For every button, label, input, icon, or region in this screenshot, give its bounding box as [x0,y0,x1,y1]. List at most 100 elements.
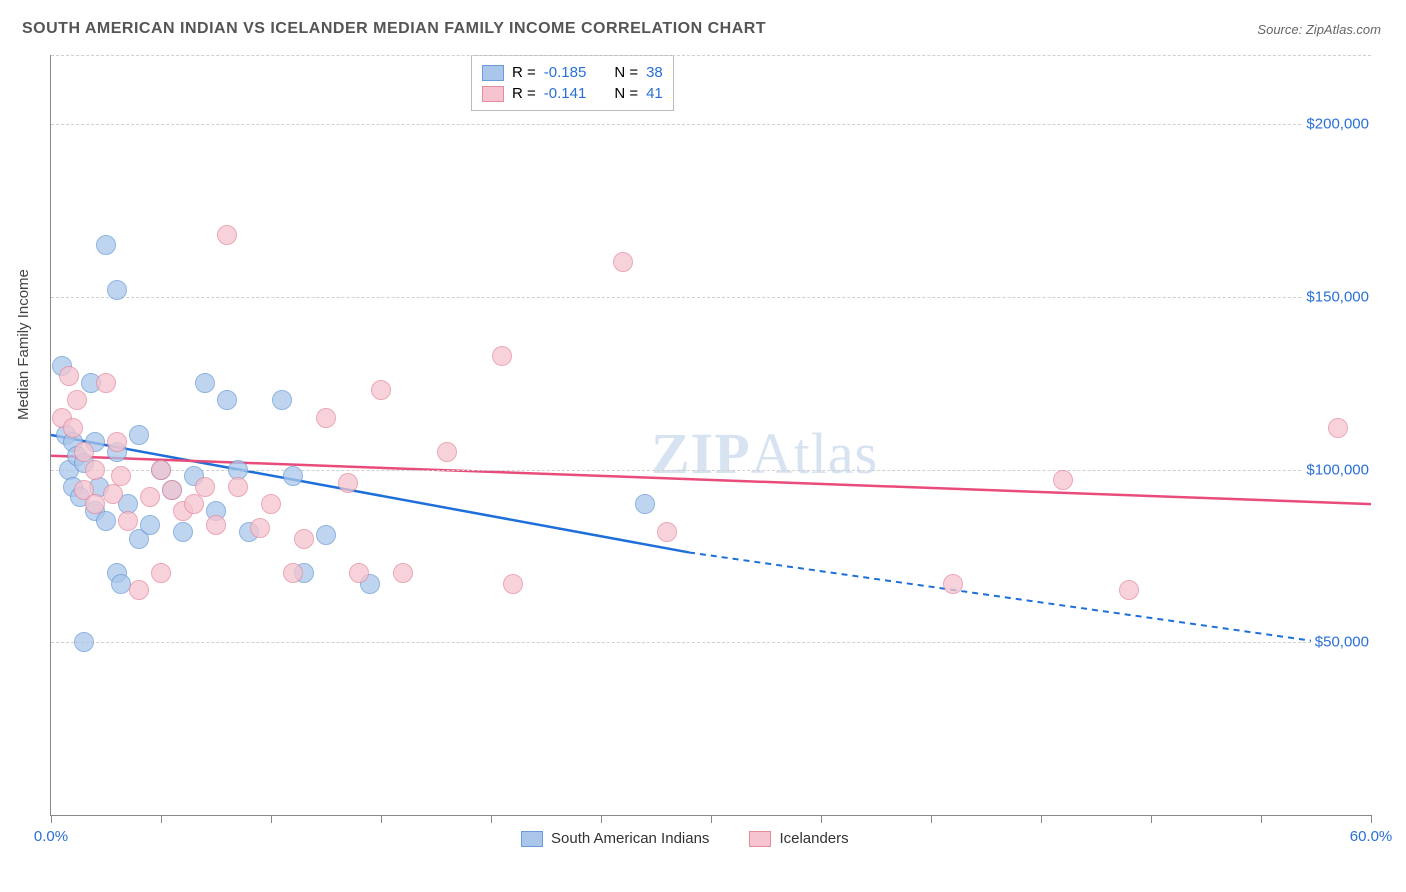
stat-row-series2: R = -0.141 N = 41 [482,83,663,104]
data-point [67,390,87,410]
data-point [657,522,677,542]
source-value: ZipAtlas.com [1306,22,1381,37]
data-point [151,563,171,583]
data-point [437,442,457,462]
data-point [613,252,633,272]
x-tick [51,815,52,823]
x-tick [381,815,382,823]
x-tick [271,815,272,823]
x-tick [711,815,712,823]
data-point [140,487,160,507]
x-tick [1261,815,1262,823]
stat-r-value-1: -0.185 [544,64,587,81]
y-tick-label: $150,000 [1302,288,1373,305]
data-point [371,380,391,400]
data-point [85,460,105,480]
data-point [129,580,149,600]
data-point [59,366,79,386]
x-tick [491,815,492,823]
data-point [1328,418,1348,438]
data-point [103,484,123,504]
y-tick-label: $50,000 [1311,634,1373,651]
correlation-stat-box: R = -0.185 N = 38 R = -0.141 N = 41 [471,55,674,111]
data-point [107,432,127,452]
stat-n-label: N = [614,85,638,102]
data-point [118,511,138,531]
chart-title: SOUTH AMERICAN INDIAN VS ICELANDER MEDIA… [22,20,766,38]
source-attribution: Source: ZipAtlas.com [1257,22,1381,37]
watermark: ZIPAtlas [651,420,878,487]
chart-container: SOUTH AMERICAN INDIAN VS ICELANDER MEDIA… [0,0,1406,892]
data-point [316,525,336,545]
legend: South American Indians Icelanders [521,830,849,847]
stat-n-value-2: 41 [646,85,663,102]
data-point [217,390,237,410]
legend-item-series2: Icelanders [749,830,848,847]
data-point [206,515,226,535]
x-tick [1151,815,1152,823]
data-point [63,418,83,438]
stat-n-label: N = [614,64,638,81]
data-point [151,460,171,480]
gridline [51,642,1371,643]
data-point [107,280,127,300]
legend-label-series1: South American Indians [551,830,709,847]
data-point [283,466,303,486]
data-point [96,511,116,531]
watermark-light: Atlas [751,421,878,486]
data-point [1119,580,1139,600]
x-axis-min-label: 0.0% [34,828,68,845]
plot-area: ZIPAtlas R = -0.185 N = 38 R = -0.141 N … [50,55,1371,816]
data-point [129,425,149,445]
x-tick [601,815,602,823]
data-point [195,477,215,497]
gridline [51,124,1371,125]
data-point [173,522,193,542]
x-axis-max-label: 60.0% [1350,828,1393,845]
data-point [943,574,963,594]
swatch-series2 [482,86,504,102]
trend-lines-layer [51,55,1371,815]
legend-item-series1: South American Indians [521,830,709,847]
data-point [195,373,215,393]
x-tick [1041,815,1042,823]
y-tick-label: $200,000 [1302,116,1373,133]
y-tick-label: $100,000 [1302,461,1373,478]
gridline [51,297,1371,298]
data-point [85,494,105,514]
data-point [261,494,281,514]
data-point [316,408,336,428]
stat-r-value-2: -0.141 [544,85,587,102]
stat-r-label: R = [512,85,536,102]
x-tick [161,815,162,823]
legend-label-series2: Icelanders [779,830,848,847]
data-point [272,390,292,410]
x-tick [821,815,822,823]
data-point [140,515,160,535]
data-point [503,574,523,594]
data-point [111,466,131,486]
data-point [96,235,116,255]
data-point [1053,470,1073,490]
x-tick [1371,815,1372,823]
data-point [393,563,413,583]
data-point [228,477,248,497]
data-point [184,494,204,514]
stat-row-series1: R = -0.185 N = 38 [482,62,663,83]
data-point [492,346,512,366]
y-axis-label: Median Family Income [15,269,32,420]
data-point [74,632,94,652]
stat-r-label: R = [512,64,536,81]
data-point [283,563,303,583]
stat-n-value-1: 38 [646,64,663,81]
source-label: Source: [1257,22,1302,37]
data-point [338,473,358,493]
data-point [349,563,369,583]
data-point [635,494,655,514]
legend-swatch-series1 [521,831,543,847]
x-tick [931,815,932,823]
data-point [217,225,237,245]
gridline [51,470,1371,471]
swatch-series1 [482,65,504,81]
data-point [250,518,270,538]
